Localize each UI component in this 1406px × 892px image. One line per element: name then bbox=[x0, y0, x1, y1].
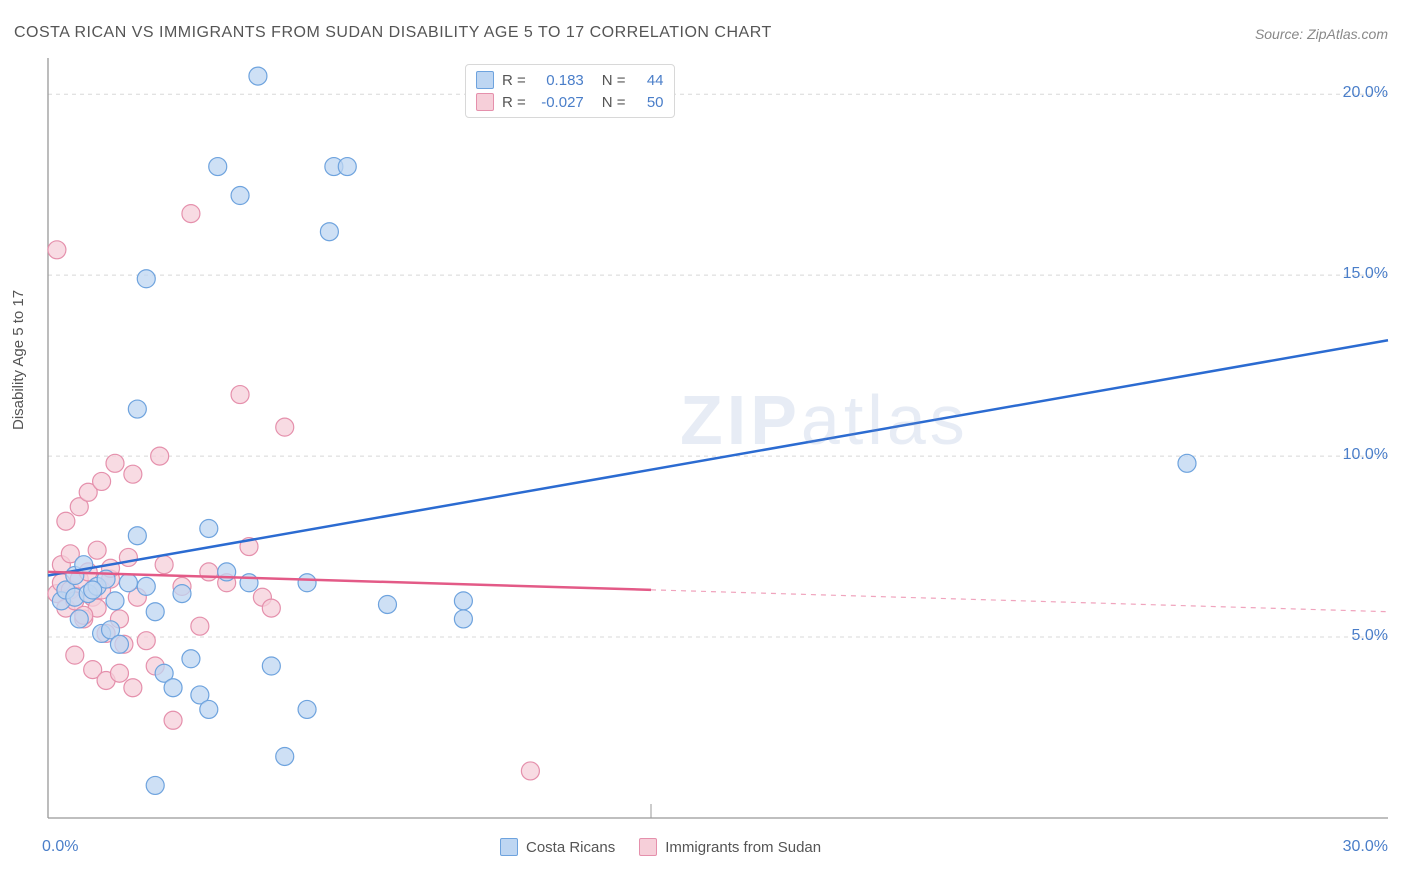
legend-label: Costa Ricans bbox=[526, 839, 615, 856]
y-tick-label: 20.0% bbox=[1343, 84, 1388, 102]
scatter-point bbox=[231, 386, 249, 404]
y-tick-label: 15.0% bbox=[1343, 265, 1388, 283]
scatter-point bbox=[262, 657, 280, 675]
legend-swatch bbox=[476, 71, 494, 89]
legend-swatch bbox=[476, 93, 494, 111]
scatter-point bbox=[106, 454, 124, 472]
stat-r-value: -0.027 bbox=[534, 94, 584, 111]
stats-row: R = -0.027 N = 50 bbox=[476, 91, 664, 113]
regression-line-extrapolated bbox=[651, 590, 1388, 612]
scatter-point bbox=[70, 610, 88, 628]
y-tick-label: 10.0% bbox=[1343, 446, 1388, 464]
scatter-point bbox=[164, 711, 182, 729]
x-tick-label: 0.0% bbox=[42, 838, 78, 856]
scatter-point bbox=[200, 519, 218, 537]
scatter-point bbox=[521, 762, 539, 780]
scatter-point bbox=[298, 574, 316, 592]
scatter-point bbox=[378, 595, 396, 613]
scatter-point bbox=[119, 574, 137, 592]
scatter-point bbox=[110, 635, 128, 653]
scatter-point bbox=[320, 223, 338, 241]
scatter-point bbox=[200, 700, 218, 718]
scatter-point bbox=[338, 158, 356, 176]
scatter-point bbox=[93, 472, 111, 490]
scatter-point bbox=[249, 67, 267, 85]
scatter-point bbox=[454, 592, 472, 610]
x-tick-label: 30.0% bbox=[1343, 838, 1388, 856]
scatter-point bbox=[276, 418, 294, 436]
scatter-point bbox=[128, 400, 146, 418]
scatter-point bbox=[276, 747, 294, 765]
stats-row: R = 0.183 N = 44 bbox=[476, 69, 664, 91]
scatter-point bbox=[48, 241, 66, 259]
legend-label: Immigrants from Sudan bbox=[665, 839, 821, 856]
scatter-point bbox=[182, 205, 200, 223]
stat-r-label: R = bbox=[502, 94, 526, 111]
scatter-point bbox=[88, 541, 106, 559]
scatter-point bbox=[200, 563, 218, 581]
scatter-point bbox=[454, 610, 472, 628]
scatter-point bbox=[137, 577, 155, 595]
stat-n-label: N = bbox=[602, 94, 626, 111]
stat-n-value: 50 bbox=[634, 94, 664, 111]
scatter-point bbox=[66, 646, 84, 664]
scatter-point bbox=[1178, 454, 1196, 472]
scatter-point bbox=[182, 650, 200, 668]
scatter-point bbox=[137, 270, 155, 288]
scatter-point bbox=[146, 776, 164, 794]
scatter-point bbox=[231, 187, 249, 205]
legend-item: Costa Ricans bbox=[500, 838, 615, 856]
scatter-point bbox=[84, 581, 102, 599]
stat-r-value: 0.183 bbox=[534, 72, 584, 89]
scatter-point bbox=[151, 447, 169, 465]
scatter-point bbox=[298, 700, 316, 718]
stat-n-label: N = bbox=[602, 72, 626, 89]
scatter-point bbox=[124, 679, 142, 697]
scatter-point bbox=[110, 664, 128, 682]
legend-swatch bbox=[500, 838, 518, 856]
scatter-point bbox=[164, 679, 182, 697]
scatter-point bbox=[191, 617, 209, 635]
stats-legend-box: R = 0.183 N = 44 R = -0.027 N = 50 bbox=[465, 64, 675, 118]
scatter-point bbox=[155, 556, 173, 574]
scatter-point bbox=[106, 592, 124, 610]
chart-plot-svg bbox=[0, 0, 1406, 892]
scatter-point bbox=[173, 585, 191, 603]
correlation-chart: COSTA RICAN VS IMMIGRANTS FROM SUDAN DIS… bbox=[0, 0, 1406, 892]
scatter-point bbox=[57, 512, 75, 530]
scatter-point bbox=[128, 527, 146, 545]
scatter-point bbox=[137, 632, 155, 650]
scatter-point bbox=[124, 465, 142, 483]
scatter-point bbox=[262, 599, 280, 617]
legend-item: Immigrants from Sudan bbox=[639, 838, 821, 856]
stat-n-value: 44 bbox=[634, 72, 664, 89]
y-tick-label: 5.0% bbox=[1352, 627, 1388, 645]
stat-r-label: R = bbox=[502, 72, 526, 89]
legend-bottom: Costa Ricans Immigrants from Sudan bbox=[500, 838, 821, 856]
scatter-point bbox=[209, 158, 227, 176]
legend-swatch bbox=[639, 838, 657, 856]
scatter-point bbox=[146, 603, 164, 621]
